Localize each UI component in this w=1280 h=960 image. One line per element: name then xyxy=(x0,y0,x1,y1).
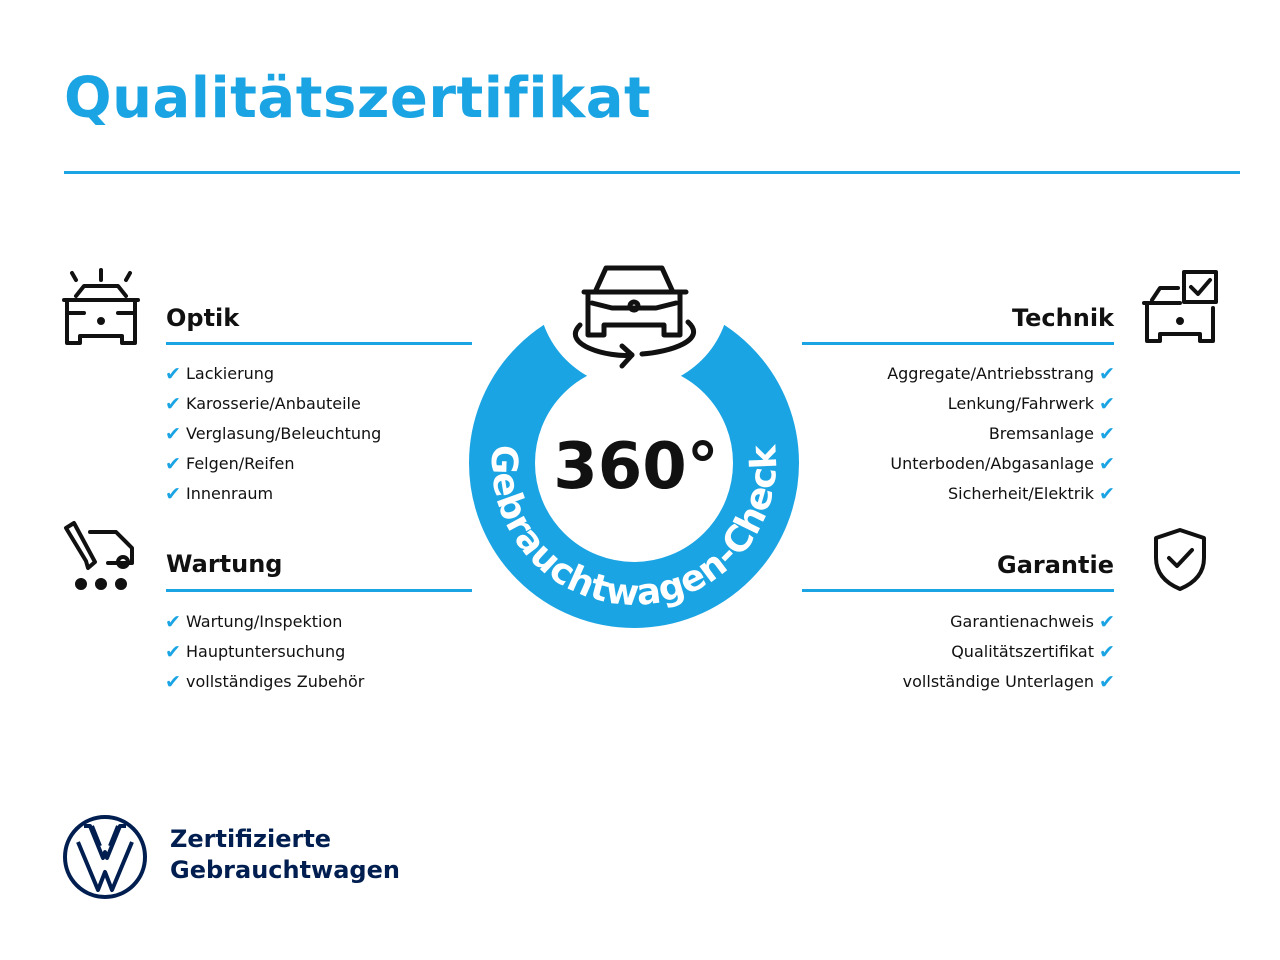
list-item: Lenkung/Fahrwerk ✔ xyxy=(887,389,1116,419)
list-item: Unterboden/Abgasanlage ✔ xyxy=(887,449,1116,479)
check-icon: ✔ xyxy=(1099,363,1115,385)
item-label: vollständige Unterlagen xyxy=(902,672,1094,691)
check-icon: ✔ xyxy=(165,483,181,505)
shield-check-icon xyxy=(1154,528,1206,591)
technik-heading: Technik xyxy=(1011,304,1114,332)
item-label: Aggregate/Antriebsstrang xyxy=(887,364,1094,383)
check-icon: ✔ xyxy=(1099,671,1115,693)
check-icon: ✔ xyxy=(165,671,181,693)
item-label: Unterboden/Abgasanlage xyxy=(890,454,1094,473)
check-icon: ✔ xyxy=(1099,483,1115,505)
check-icon: ✔ xyxy=(165,453,181,475)
service-van-pencil-icon xyxy=(64,521,134,590)
check-icon: ✔ xyxy=(165,641,181,663)
technik-list: Aggregate/Antriebsstrang ✔ Lenkung/Fahrwe… xyxy=(887,359,1116,509)
car-checkbox-icon xyxy=(1142,270,1218,343)
item-label: Lenkung/Fahrwerk xyxy=(947,394,1094,413)
technik-divider xyxy=(802,342,1114,345)
optik-divider xyxy=(166,342,472,345)
title-divider xyxy=(64,171,1240,174)
list-item: ✔ vollständiges Zubehör xyxy=(164,667,364,697)
item-label: Innenraum xyxy=(186,484,274,503)
list-item: ✔ Hauptuntersuchung xyxy=(164,637,364,667)
item-label: Sicherheit/Elektrik xyxy=(948,484,1094,503)
check-icon: ✔ xyxy=(165,423,181,445)
wartung-list: ✔ Wartung/Inspektion ✔ Hauptuntersuchung ✔… xyxy=(164,607,364,697)
wartung-heading: Wartung xyxy=(166,550,283,578)
check-icon: ✔ xyxy=(1099,611,1115,633)
list-item: ✔ Karosserie/Anbauteile xyxy=(164,389,381,419)
list-item: Bremsanlage ✔ xyxy=(887,419,1116,449)
item-label: Felgen/Reifen xyxy=(186,454,295,473)
list-item: ✔ Innenraum xyxy=(164,479,381,509)
item-label: Qualitätszertifikat xyxy=(951,642,1094,661)
optik-heading: Optik xyxy=(166,304,240,332)
list-item: Qualitätszertifikat ✔ xyxy=(903,637,1116,667)
center-ring: Gebrauchtwagen-Check 360° xyxy=(469,196,799,628)
optik-list: ✔ Lackierung ✔ Karosserie/Anbauteile ✔ Verg… xyxy=(164,359,381,509)
brand-line-2: Gebrauchtwagen xyxy=(170,856,400,884)
check-icon: ✔ xyxy=(165,611,181,633)
garantie-heading: Garantie xyxy=(997,551,1114,579)
list-item: vollständige Unterlagen ✔ xyxy=(903,667,1116,697)
list-item: Aggregate/Antriebsstrang ✔ xyxy=(887,359,1116,389)
check-icon: ✔ xyxy=(1099,453,1115,475)
brand-line-1: Zertifizierte xyxy=(170,825,332,853)
check-icon: ✔ xyxy=(1099,393,1115,415)
item-label: Verglasung/Beleuchtung xyxy=(186,424,382,443)
garantie-list: Garantienachweis ✔ Qualitätszertifikat ✔ v… xyxy=(903,607,1116,697)
check-icon: ✔ xyxy=(165,363,181,385)
item-label: Bremsanlage xyxy=(988,424,1094,443)
list-item: ✔ Felgen/Reifen xyxy=(164,449,381,479)
check-icon: ✔ xyxy=(1099,423,1115,445)
item-label: Hauptuntersuchung xyxy=(186,642,346,661)
check-icon: ✔ xyxy=(165,393,181,415)
list-item: ✔ Wartung/Inspektion xyxy=(164,607,364,637)
brand-text: Zertifizierte Gebrauchtwagen xyxy=(170,824,400,886)
item-label: Garantienachweis xyxy=(950,612,1094,631)
garantie-divider xyxy=(802,589,1114,592)
center-value: 360° xyxy=(553,430,719,504)
wartung-divider xyxy=(166,589,472,592)
car-360-rotate-icon xyxy=(572,265,697,369)
item-label: vollständiges Zubehör xyxy=(186,672,365,691)
list-item: ✔ Verglasung/Beleuchtung xyxy=(164,419,381,449)
item-label: Wartung/Inspektion xyxy=(186,612,343,631)
item-label: Karosserie/Anbauteile xyxy=(186,394,361,413)
item-label: Lackierung xyxy=(186,364,275,383)
page-title: Qualitätszertifikat xyxy=(64,66,652,131)
car-lights-icon xyxy=(62,268,140,345)
list-item: ✔ Lackierung xyxy=(164,359,381,389)
list-item: Garantienachweis ✔ xyxy=(903,607,1116,637)
vw-logo xyxy=(63,815,147,899)
check-icon: ✔ xyxy=(1099,641,1115,663)
list-item: Sicherheit/Elektrik ✔ xyxy=(887,479,1116,509)
